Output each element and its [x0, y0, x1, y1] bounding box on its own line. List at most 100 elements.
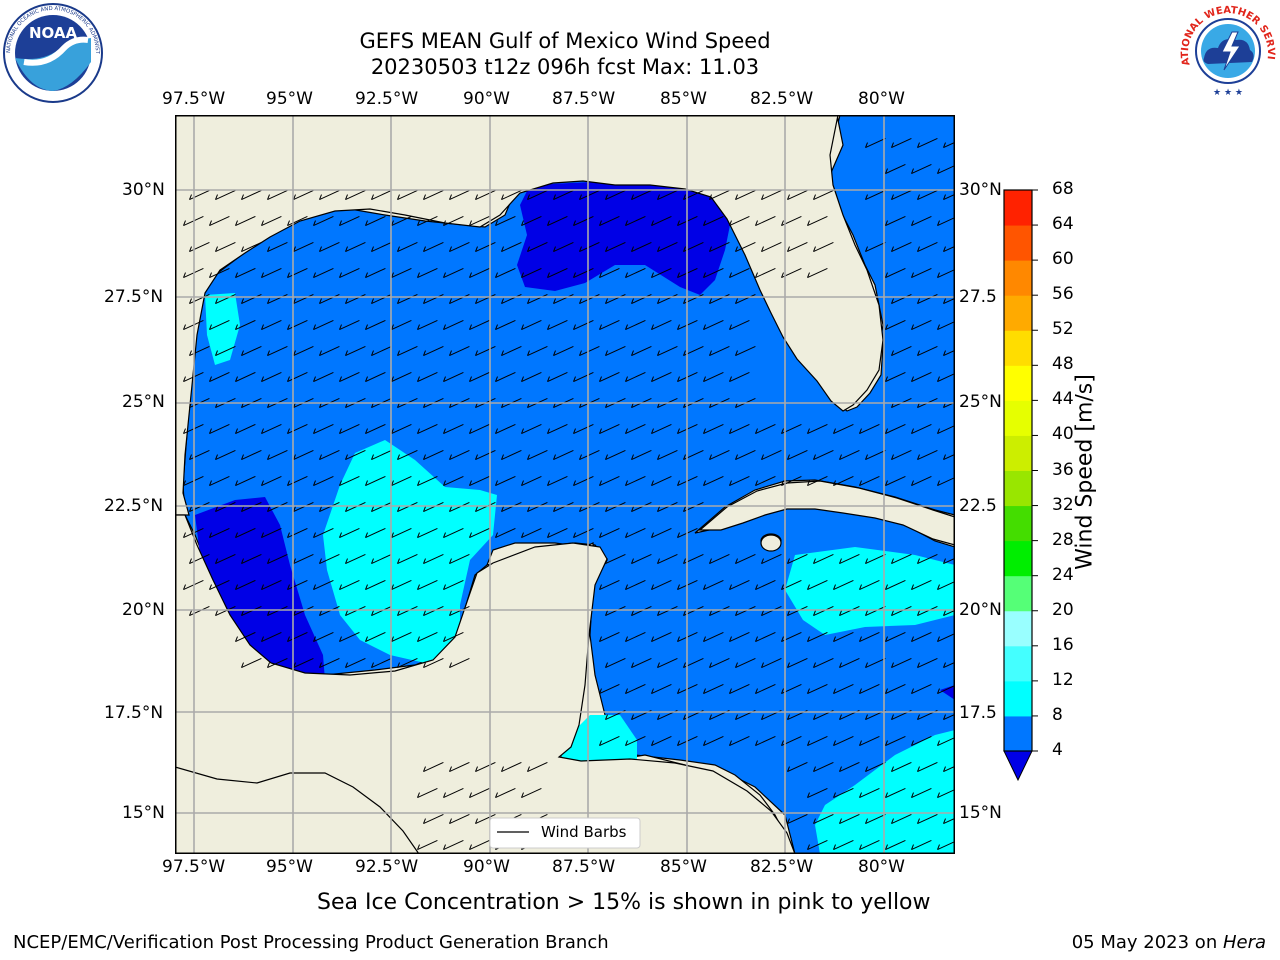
contour-mid-texas — [205, 293, 240, 365]
wind-barb-flag — [761, 662, 764, 668]
wind-barb-flag — [937, 168, 940, 174]
wind-barb — [605, 293, 626, 305]
wind-barb-flag — [937, 584, 940, 590]
lon-label-top: 95°W — [266, 89, 313, 109]
wind-barb — [703, 735, 724, 747]
wind-barb-flag — [319, 610, 322, 616]
wind-barb — [807, 267, 828, 279]
wind-barb — [703, 631, 724, 643]
wind-barb — [319, 293, 340, 305]
wind-barb — [241, 501, 262, 513]
wind-barb-flag — [475, 766, 478, 772]
colorbar-segment — [1004, 400, 1032, 436]
wind-barb-flag — [755, 688, 758, 694]
wind-barb-flag — [677, 376, 680, 382]
colorbar-tick-label: 60 — [1052, 249, 1074, 270]
wind-barb-flag — [839, 714, 842, 720]
wind-barb — [553, 189, 574, 201]
wind-barb — [417, 579, 438, 591]
wind-barb-flag — [313, 272, 316, 278]
wind-barb-flag — [657, 714, 660, 720]
wind-barb — [521, 215, 542, 227]
wind-barb-flag — [287, 220, 290, 226]
wind-barb-flag — [703, 324, 706, 330]
wind-barb — [261, 475, 282, 487]
wind-barb-flag — [573, 480, 576, 486]
wind-barb — [235, 475, 256, 487]
colorbar-tick-label: 24 — [1052, 564, 1074, 585]
wind-barb-flag — [651, 324, 654, 330]
wind-barb-flag — [501, 194, 504, 200]
wind-barb-flag — [527, 454, 530, 460]
wind-barb — [859, 579, 880, 591]
wind-barb — [839, 657, 860, 669]
wind-barb-flag — [573, 272, 576, 278]
wind-barb — [319, 553, 340, 565]
wind-barb — [293, 345, 314, 357]
wind-barb-flag — [547, 480, 550, 486]
wind-barb — [319, 657, 340, 669]
wind-barb — [319, 605, 340, 617]
wind-barb-flag — [917, 818, 920, 824]
wind-barb — [553, 241, 574, 253]
wind-barb — [605, 345, 626, 357]
wind-barb — [345, 189, 366, 201]
wind-barb-flag — [391, 220, 394, 226]
wind-barb — [579, 241, 600, 253]
wind-barb — [371, 189, 392, 201]
wind-barb — [657, 657, 678, 669]
wind-barb-flag — [339, 532, 342, 538]
wind-barb-flag — [839, 558, 842, 564]
contour-mid-honduras — [560, 715, 637, 767]
wind-barb — [735, 345, 756, 357]
wind-barb — [859, 735, 880, 747]
wind-barb-flag — [319, 298, 322, 304]
wind-barb-flag — [599, 584, 602, 590]
wind-barb — [521, 267, 542, 279]
wind-barb — [287, 631, 308, 643]
wind-barb-flag — [703, 272, 706, 278]
wind-barb — [599, 631, 620, 643]
wind-barb-flag — [417, 428, 420, 434]
wind-barb-flag — [859, 688, 862, 694]
wind-barb — [579, 501, 600, 513]
wind-barb — [391, 631, 412, 643]
wind-barb — [521, 319, 542, 331]
wind-barb — [547, 215, 568, 227]
wind-barb — [917, 293, 938, 305]
wind-barb-flag — [319, 506, 322, 512]
wind-barb — [397, 345, 418, 357]
wind-barb — [911, 839, 932, 851]
colorbar-tick-label: 44 — [1052, 389, 1074, 410]
wind-barb — [313, 579, 334, 591]
colorbar-segment — [1004, 575, 1032, 612]
wind-barb — [209, 527, 230, 539]
wind-barb-flag — [313, 532, 316, 538]
wind-barb — [807, 423, 828, 435]
wind-barb-flag — [423, 506, 426, 512]
lon-label-bottom: 90°W — [463, 857, 510, 877]
wind-barb-flag — [469, 376, 472, 382]
wind-barb-flag — [709, 558, 712, 564]
wind-barb-flag — [937, 792, 940, 798]
colorbar-segment — [1004, 470, 1032, 507]
wind-barb-flag — [683, 298, 686, 304]
wind-barb-flag — [553, 454, 556, 460]
wind-barb-flag — [813, 454, 816, 460]
wind-barb-flag — [677, 688, 680, 694]
lon-label-bottom: 92.5°W — [355, 857, 419, 877]
wind-barb-flag — [599, 220, 602, 226]
wind-barb — [943, 193, 955, 201]
wind-barb — [865, 553, 886, 565]
wind-barb-flag — [293, 298, 296, 304]
wind-barb-flag — [833, 584, 836, 590]
wind-barb-flag — [631, 246, 634, 252]
wind-barb — [729, 423, 750, 435]
wind-barb-flag — [573, 376, 576, 382]
wind-barb-flag — [605, 454, 608, 460]
wind-barb — [365, 215, 386, 227]
wind-barb-flag — [469, 532, 472, 538]
wind-barb — [391, 423, 412, 435]
wind-barb — [449, 553, 470, 565]
wind-barb — [865, 813, 886, 825]
